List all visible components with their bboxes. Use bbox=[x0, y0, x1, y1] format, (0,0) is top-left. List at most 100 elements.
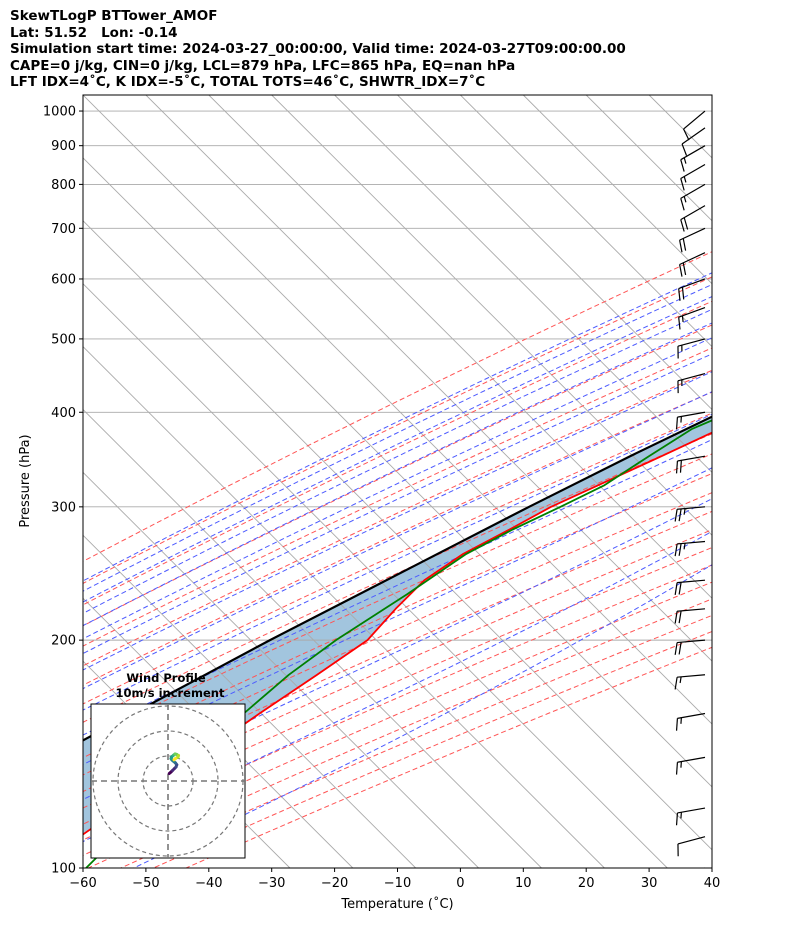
x-tick-label: 40 bbox=[704, 876, 721, 891]
wind-barb bbox=[675, 455, 706, 474]
y-tick-label: 900 bbox=[51, 139, 76, 154]
wind-barb bbox=[679, 227, 706, 253]
wind-barb bbox=[678, 307, 706, 330]
hodograph-subtitle: 10m/s increment bbox=[116, 686, 225, 700]
dry-adiabat bbox=[83, 324, 712, 627]
wind-barb bbox=[675, 411, 706, 430]
isotherm-line bbox=[334, 95, 712, 474]
profile-series bbox=[83, 415, 712, 868]
x-tick-label: −60 bbox=[69, 876, 96, 891]
isotherm-line bbox=[83, 283, 668, 868]
dry-adiabat bbox=[120, 614, 712, 868]
wind-barb bbox=[678, 278, 706, 301]
moist-adiabat bbox=[83, 371, 712, 671]
isotherm-line bbox=[271, 95, 712, 536]
dry-adiabat bbox=[88, 598, 712, 868]
isotherm-line bbox=[83, 534, 417, 868]
time-text: Simulation start time: 2024-03-27_00:00:… bbox=[10, 41, 626, 58]
wind-barb bbox=[680, 163, 706, 191]
wind-barb bbox=[677, 338, 706, 359]
wind-barb bbox=[675, 807, 706, 826]
wind-barb bbox=[675, 756, 706, 775]
dry-adiabat bbox=[83, 251, 712, 562]
hodograph-content bbox=[91, 704, 245, 858]
x-tick-label: −20 bbox=[321, 876, 348, 891]
wind-barb bbox=[702, 867, 705, 868]
y-tick-label: 400 bbox=[51, 406, 76, 421]
hodograph-title: Wind Profile bbox=[126, 671, 206, 685]
parcel-fill-area bbox=[83, 416, 712, 835]
x-axis-ticks: −60 −50 −40 −30 −20 −10 0 10 20 30 40 bbox=[69, 868, 720, 891]
isotherm-line bbox=[460, 95, 712, 348]
wind-barb bbox=[674, 540, 706, 557]
isotherm-line bbox=[83, 220, 712, 851]
wind-barb bbox=[674, 608, 706, 624]
isotherm-line bbox=[83, 408, 542, 868]
mixing-ratio-lines bbox=[745, 95, 794, 290]
wind-barb bbox=[677, 372, 706, 394]
x-tick-label: −40 bbox=[195, 876, 222, 891]
isotherm-line bbox=[83, 345, 605, 868]
wind-barb bbox=[681, 127, 706, 156]
x-axis-label: Temperature (˚C) bbox=[340, 896, 453, 912]
isotherm-line bbox=[585, 95, 712, 222]
moist-adiabat bbox=[83, 322, 712, 627]
x-tick-label: −10 bbox=[384, 876, 411, 891]
wind-barb bbox=[674, 639, 706, 655]
parcel-fill-layer bbox=[83, 416, 712, 835]
parcel-line bbox=[83, 415, 712, 742]
cape-text: CAPE=0 j/kg, CIN=0 j/kg, LCL=879 hPa, LF… bbox=[10, 57, 516, 74]
wind-barb bbox=[674, 506, 706, 522]
moist-adiabat bbox=[83, 391, 712, 690]
moist-adiabat bbox=[83, 272, 712, 582]
hodograph-ring bbox=[117, 730, 219, 832]
moist-adiabat bbox=[83, 353, 712, 655]
isotherm-line bbox=[83, 95, 712, 725]
y-tick-label: 100 bbox=[51, 862, 76, 877]
dry-adiabat bbox=[83, 472, 712, 759]
x-tick-label: 30 bbox=[641, 876, 658, 891]
isotherm-line bbox=[711, 95, 712, 96]
x-tick-label: −50 bbox=[132, 876, 159, 891]
dry-adiabat bbox=[83, 300, 712, 606]
dry-adiabat bbox=[83, 276, 712, 584]
wind-barbs bbox=[674, 110, 706, 868]
wind-barb bbox=[675, 712, 706, 731]
y-tick-label: 200 bbox=[51, 634, 76, 649]
dry-adiabat bbox=[83, 564, 712, 841]
wind-barb bbox=[679, 252, 706, 277]
dry-adiabat bbox=[83, 433, 712, 723]
dry-adiabats bbox=[83, 251, 712, 868]
y-tick-label: 300 bbox=[51, 500, 76, 515]
location-text: Lat: 51.52 Lon: -0.14 bbox=[10, 24, 178, 41]
moist-adiabat bbox=[83, 283, 712, 592]
isotherm-line bbox=[648, 95, 712, 159]
plot-area bbox=[83, 95, 794, 868]
moist-adiabat bbox=[83, 296, 712, 603]
wind-barb bbox=[680, 205, 706, 232]
temperature-line bbox=[83, 431, 712, 836]
x-tick-label: −30 bbox=[258, 876, 285, 891]
chart-title: SkewTLogP BTTower_AMOF bbox=[10, 8, 218, 24]
x-tick-label: 20 bbox=[578, 876, 595, 891]
y-tick-label: 500 bbox=[51, 332, 76, 347]
y-axis-ticks: 100 200 300 400 500 600 700 800 900 1000 bbox=[43, 105, 83, 877]
y-tick-label: 600 bbox=[51, 272, 76, 287]
x-tick-label: 0 bbox=[456, 876, 464, 891]
chart-header: SkewTLogP BTTower_AMOF Lat: 51.52 Lon: -… bbox=[10, 8, 626, 91]
wind-barb bbox=[680, 183, 706, 211]
y-tick-label: 1000 bbox=[43, 105, 76, 120]
wind-barb bbox=[674, 674, 706, 690]
hodograph-segment bbox=[172, 757, 177, 762]
wind-barb bbox=[683, 110, 706, 141]
y-tick-label: 700 bbox=[51, 222, 76, 237]
isotherm-line bbox=[145, 95, 712, 662]
isotherm-line bbox=[83, 471, 479, 868]
isotherm-line bbox=[397, 95, 712, 411]
hodograph-inset: Wind Profile 10m/s increment bbox=[90, 671, 246, 859]
x-tick-label: 10 bbox=[515, 876, 532, 891]
mixing-ratio-line bbox=[786, 95, 794, 290]
dewpoint-line bbox=[85, 419, 712, 868]
wind-barb bbox=[674, 579, 706, 595]
